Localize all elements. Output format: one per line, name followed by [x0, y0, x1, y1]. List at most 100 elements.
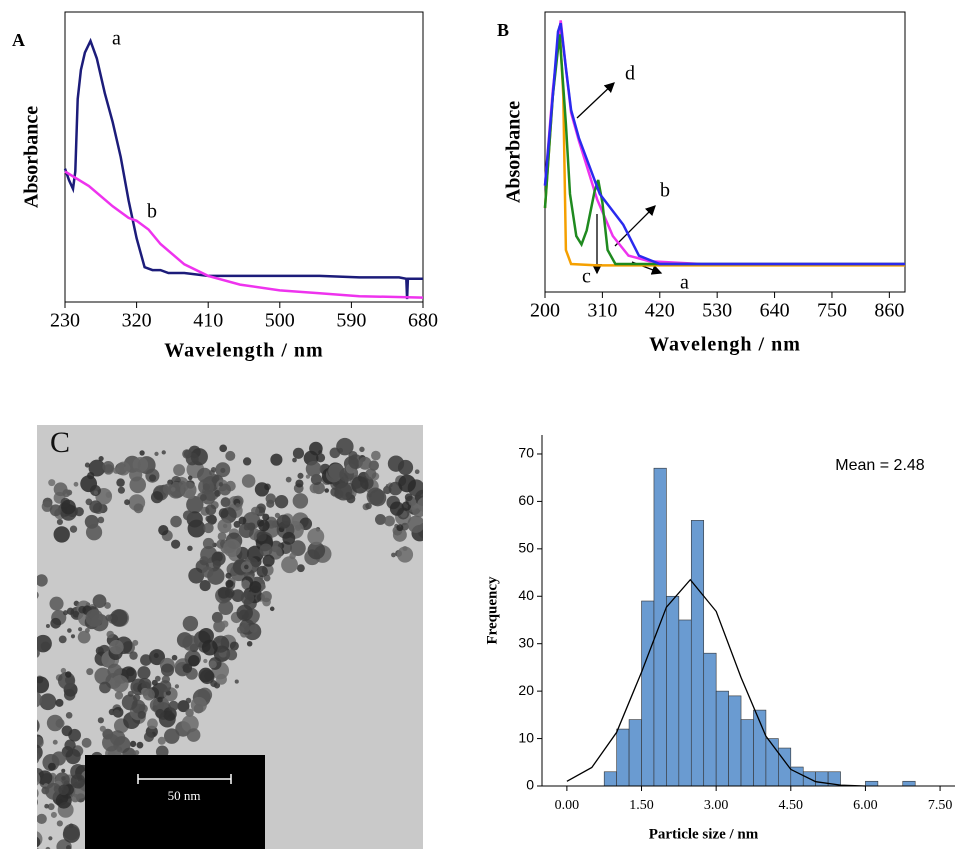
particle [236, 626, 245, 634]
particle [274, 512, 281, 519]
particle [187, 475, 193, 481]
particle [88, 459, 106, 477]
particle [85, 609, 104, 627]
particle [432, 500, 442, 510]
particle [28, 751, 33, 756]
series-label: b [660, 180, 670, 202]
particle [155, 708, 165, 719]
particle [61, 499, 76, 515]
x-tick-label: 310 [587, 300, 617, 322]
particle [65, 671, 72, 678]
series-line [63, 37, 423, 300]
bar [628, 719, 642, 787]
bar [902, 780, 916, 787]
particle [159, 680, 172, 693]
particle [249, 624, 258, 633]
particle [269, 606, 275, 612]
particle [270, 453, 283, 466]
particle [110, 609, 128, 627]
particle [241, 474, 256, 488]
particle [307, 541, 326, 560]
particle [55, 718, 65, 728]
particle [256, 565, 268, 578]
arrow [576, 82, 615, 119]
y-axis-label: Absorbance [21, 106, 43, 208]
particle [292, 493, 309, 509]
x-tick-label: 860 [874, 300, 904, 322]
y-tick-label: 40 [518, 587, 534, 603]
particle [174, 684, 180, 689]
series-line [543, 20, 905, 266]
particle [185, 489, 196, 500]
particle [52, 739, 58, 745]
particle [61, 768, 66, 773]
y-tick-label: 0 [526, 777, 534, 793]
particle [217, 531, 227, 541]
arrow [614, 205, 656, 247]
particle [185, 697, 192, 704]
bar [653, 467, 667, 787]
particle [238, 522, 254, 539]
x-tick-label: 410 [193, 310, 223, 332]
particle [70, 773, 86, 789]
particle [263, 574, 271, 582]
bar [603, 771, 617, 787]
particle [442, 530, 457, 545]
particle [215, 462, 231, 478]
particle [19, 703, 31, 715]
particle [292, 447, 305, 459]
particle [177, 700, 190, 713]
particle [55, 698, 64, 707]
particle [37, 736, 44, 749]
x-tick-label: 200 [530, 300, 560, 322]
y-tick-label: 20 [518, 682, 534, 698]
particle [430, 506, 447, 523]
bar [728, 695, 742, 787]
particle [226, 649, 238, 661]
x-tick-label: 230 [50, 310, 80, 332]
particle [358, 456, 372, 470]
particle [258, 519, 270, 532]
particle [234, 679, 239, 684]
particle [37, 813, 47, 825]
particle [324, 488, 330, 493]
particle [186, 728, 201, 742]
particle [197, 467, 212, 483]
particle [50, 617, 62, 629]
particle [148, 474, 157, 482]
particle [70, 634, 76, 639]
particle [85, 524, 103, 541]
particle [217, 519, 232, 534]
fit-curve [566, 578, 866, 787]
particle [218, 483, 231, 496]
particle [37, 691, 42, 708]
particle [211, 611, 223, 623]
particle [168, 700, 179, 711]
particle [182, 663, 193, 674]
particle [417, 497, 423, 512]
series-label: d [625, 63, 635, 85]
particle [61, 725, 73, 737]
particle [434, 493, 447, 506]
particle [78, 627, 83, 632]
particle [185, 708, 194, 718]
particle [173, 464, 186, 476]
particle [47, 762, 56, 771]
particle [14, 687, 29, 702]
bar [703, 652, 717, 787]
particle [223, 539, 242, 558]
particle [428, 500, 446, 518]
plot-frame [64, 11, 424, 303]
particle [69, 525, 78, 533]
particle [220, 497, 231, 508]
particle [389, 501, 405, 516]
particle [87, 471, 95, 480]
particle [139, 450, 145, 456]
y-tick-label: 50 [518, 540, 534, 556]
x-axis-label: Particle size / nm [649, 826, 759, 842]
particle [158, 525, 169, 536]
particle [384, 515, 395, 527]
particle [182, 510, 194, 521]
particle [150, 491, 164, 504]
